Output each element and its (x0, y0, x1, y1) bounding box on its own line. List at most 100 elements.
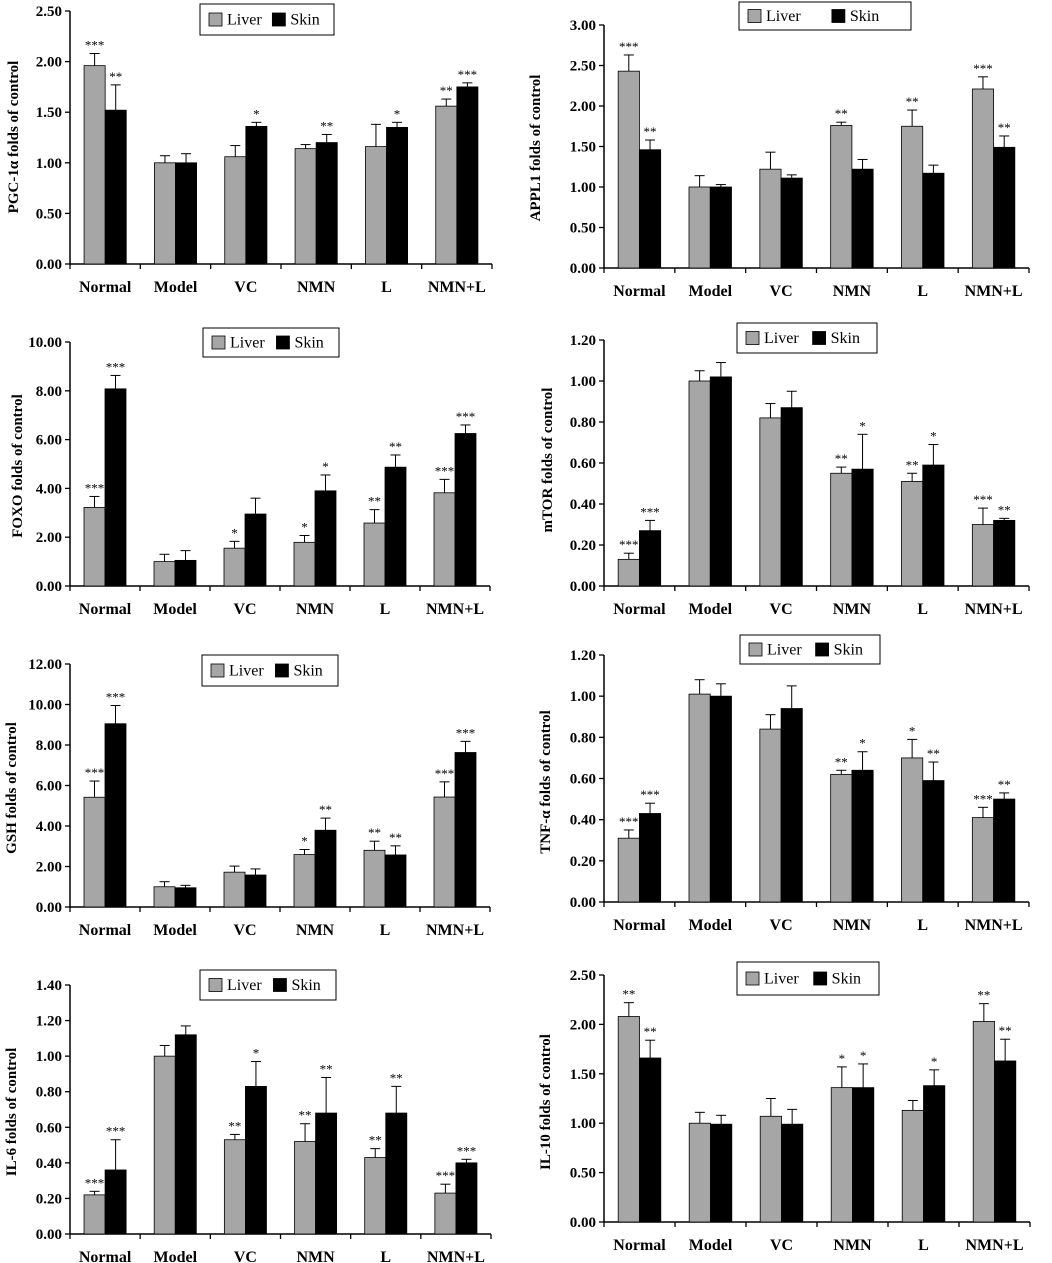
liver-bar-vc (223, 1139, 246, 1235)
significance-stars: * (860, 1048, 867, 1063)
skin-bar-l (384, 466, 407, 587)
liver-bar-normal (83, 1194, 106, 1235)
liver-bar-normal (617, 558, 640, 587)
legend-label-liver: Liver (227, 12, 262, 29)
skin-bar-nmn-plus-l (454, 752, 477, 908)
significance-stars: * (930, 429, 937, 444)
skin-bar-vc (781, 1123, 804, 1223)
significance-stars: ** (320, 1061, 333, 1076)
x-category-label: VC (770, 601, 793, 618)
significance-stars: * (859, 736, 866, 751)
y-tick-label: 1.20 (570, 648, 596, 664)
skin-bar-nmn (314, 829, 337, 908)
skin-bar-model (710, 1123, 733, 1223)
y-tick-label: 3.00 (570, 18, 596, 34)
liver-bar-l (364, 146, 387, 265)
x-category-label: Normal (613, 601, 666, 618)
skin-bar-l (922, 464, 945, 587)
significance-stars: ** (109, 69, 122, 84)
significance-stars: ** (622, 987, 635, 1002)
legend-label-skin: Skin (834, 642, 863, 659)
y-tick-label: 0.00 (36, 257, 62, 273)
y-tick-label: 0.40 (36, 1156, 62, 1172)
y-axis-label: APPL1 folds of control (528, 75, 544, 222)
significance-stars: *** (85, 38, 105, 53)
skin-bar-l (922, 172, 945, 269)
legend-label-skin: Skin (293, 663, 322, 680)
significance-stars: *** (435, 766, 455, 781)
skin-bar-nmn-plus-l (993, 798, 1016, 903)
liver-bar-nmn (294, 148, 317, 265)
significance-stars: ** (389, 830, 402, 845)
significance-stars: *** (457, 1143, 477, 1158)
skin-bar-l (385, 1112, 408, 1235)
x-category-label: NMN (833, 1237, 872, 1254)
legend-swatch-skin (273, 978, 287, 992)
y-axis-label: PGC-1α folds of control (6, 61, 22, 214)
x-category-label: Normal (79, 601, 132, 618)
liver-bar-model (153, 886, 176, 908)
liver-bar-nmn (830, 125, 853, 269)
liver-bar-vc (759, 1115, 782, 1223)
y-tick-label: 1.00 (570, 374, 596, 390)
legend-swatch-liver (208, 978, 223, 992)
x-category-label: Normal (79, 1249, 132, 1263)
legend-box (202, 327, 340, 358)
skin-bar-normal (104, 1169, 127, 1235)
x-category-label: Normal (613, 1237, 666, 1254)
significance-stars: ** (368, 494, 381, 509)
y-tick-label: 0.00 (570, 579, 596, 595)
significance-stars: * (231, 525, 238, 540)
legend-swatch-skin (276, 335, 290, 350)
significance-stars: ** (835, 754, 848, 769)
legend-label-liver: Liver (230, 335, 265, 352)
significance-stars: *** (106, 359, 126, 374)
legend-box (738, 1, 912, 31)
chart-2: 0.000.501.001.502.002.503.00*****Normal M… (528, 1, 1030, 300)
liver-bar-normal (617, 1016, 640, 1223)
skin-bar-nmn (852, 1087, 875, 1223)
y-tick-label: 10.00 (28, 698, 62, 714)
significance-stars: *** (640, 504, 660, 519)
liver-bar-nmn-plus-l (971, 817, 994, 903)
skin-bar-model (709, 186, 732, 269)
skin-bar-nmn-plus-l (454, 433, 477, 587)
legend-swatch-liver (748, 642, 763, 657)
y-tick-label: 0.00 (570, 1215, 596, 1231)
legend-label-liver: Liver (229, 663, 264, 680)
x-category-label: L (380, 601, 391, 618)
legend-box (739, 634, 881, 665)
y-tick-label: 2.00 (36, 860, 62, 876)
skin-bar-normal (639, 1057, 662, 1223)
skin-bar-l (922, 780, 945, 903)
y-tick-label: 1.00 (570, 180, 596, 196)
x-category-label: Normal (613, 283, 666, 300)
y-tick-label: 0.20 (36, 1191, 62, 1207)
y-tick-label: 2.00 (570, 1017, 596, 1033)
legend-label-liver: Liver (766, 8, 801, 25)
y-tick-label: 1.00 (36, 1049, 62, 1065)
significance-stars: ** (319, 802, 332, 817)
liver-bar-l (363, 849, 386, 908)
liver-bar-nmn-plus-l (434, 1192, 457, 1235)
skin-bar-vc (245, 125, 268, 265)
legend-swatch-liver (745, 971, 760, 986)
chart-6: 0.000.200.400.600.801.001.20******Normal… (538, 634, 1030, 934)
y-tick-label: 0.60 (570, 772, 596, 788)
skin-bar-l (386, 126, 409, 265)
significance-stars: *** (436, 1168, 456, 1183)
x-category-label: Normal (79, 279, 132, 296)
significance-stars: ** (906, 94, 919, 109)
liver-bar-normal (617, 70, 640, 269)
liver-bar-l (901, 481, 924, 587)
x-category-label: NMN+L (426, 922, 484, 939)
liver-bar-nmn (830, 472, 853, 587)
liver-bar-vc (224, 156, 247, 265)
chart-7: 0.000.200.400.600.801.001.201.40******No… (4, 969, 492, 1263)
significance-stars: * (909, 723, 916, 738)
x-category-label: Normal (613, 917, 666, 934)
liver-bar-nmn-plus-l (435, 105, 458, 265)
legend-swatch-skin (812, 331, 826, 345)
x-category-label: Model (153, 601, 197, 618)
significance-stars: *** (85, 765, 105, 780)
